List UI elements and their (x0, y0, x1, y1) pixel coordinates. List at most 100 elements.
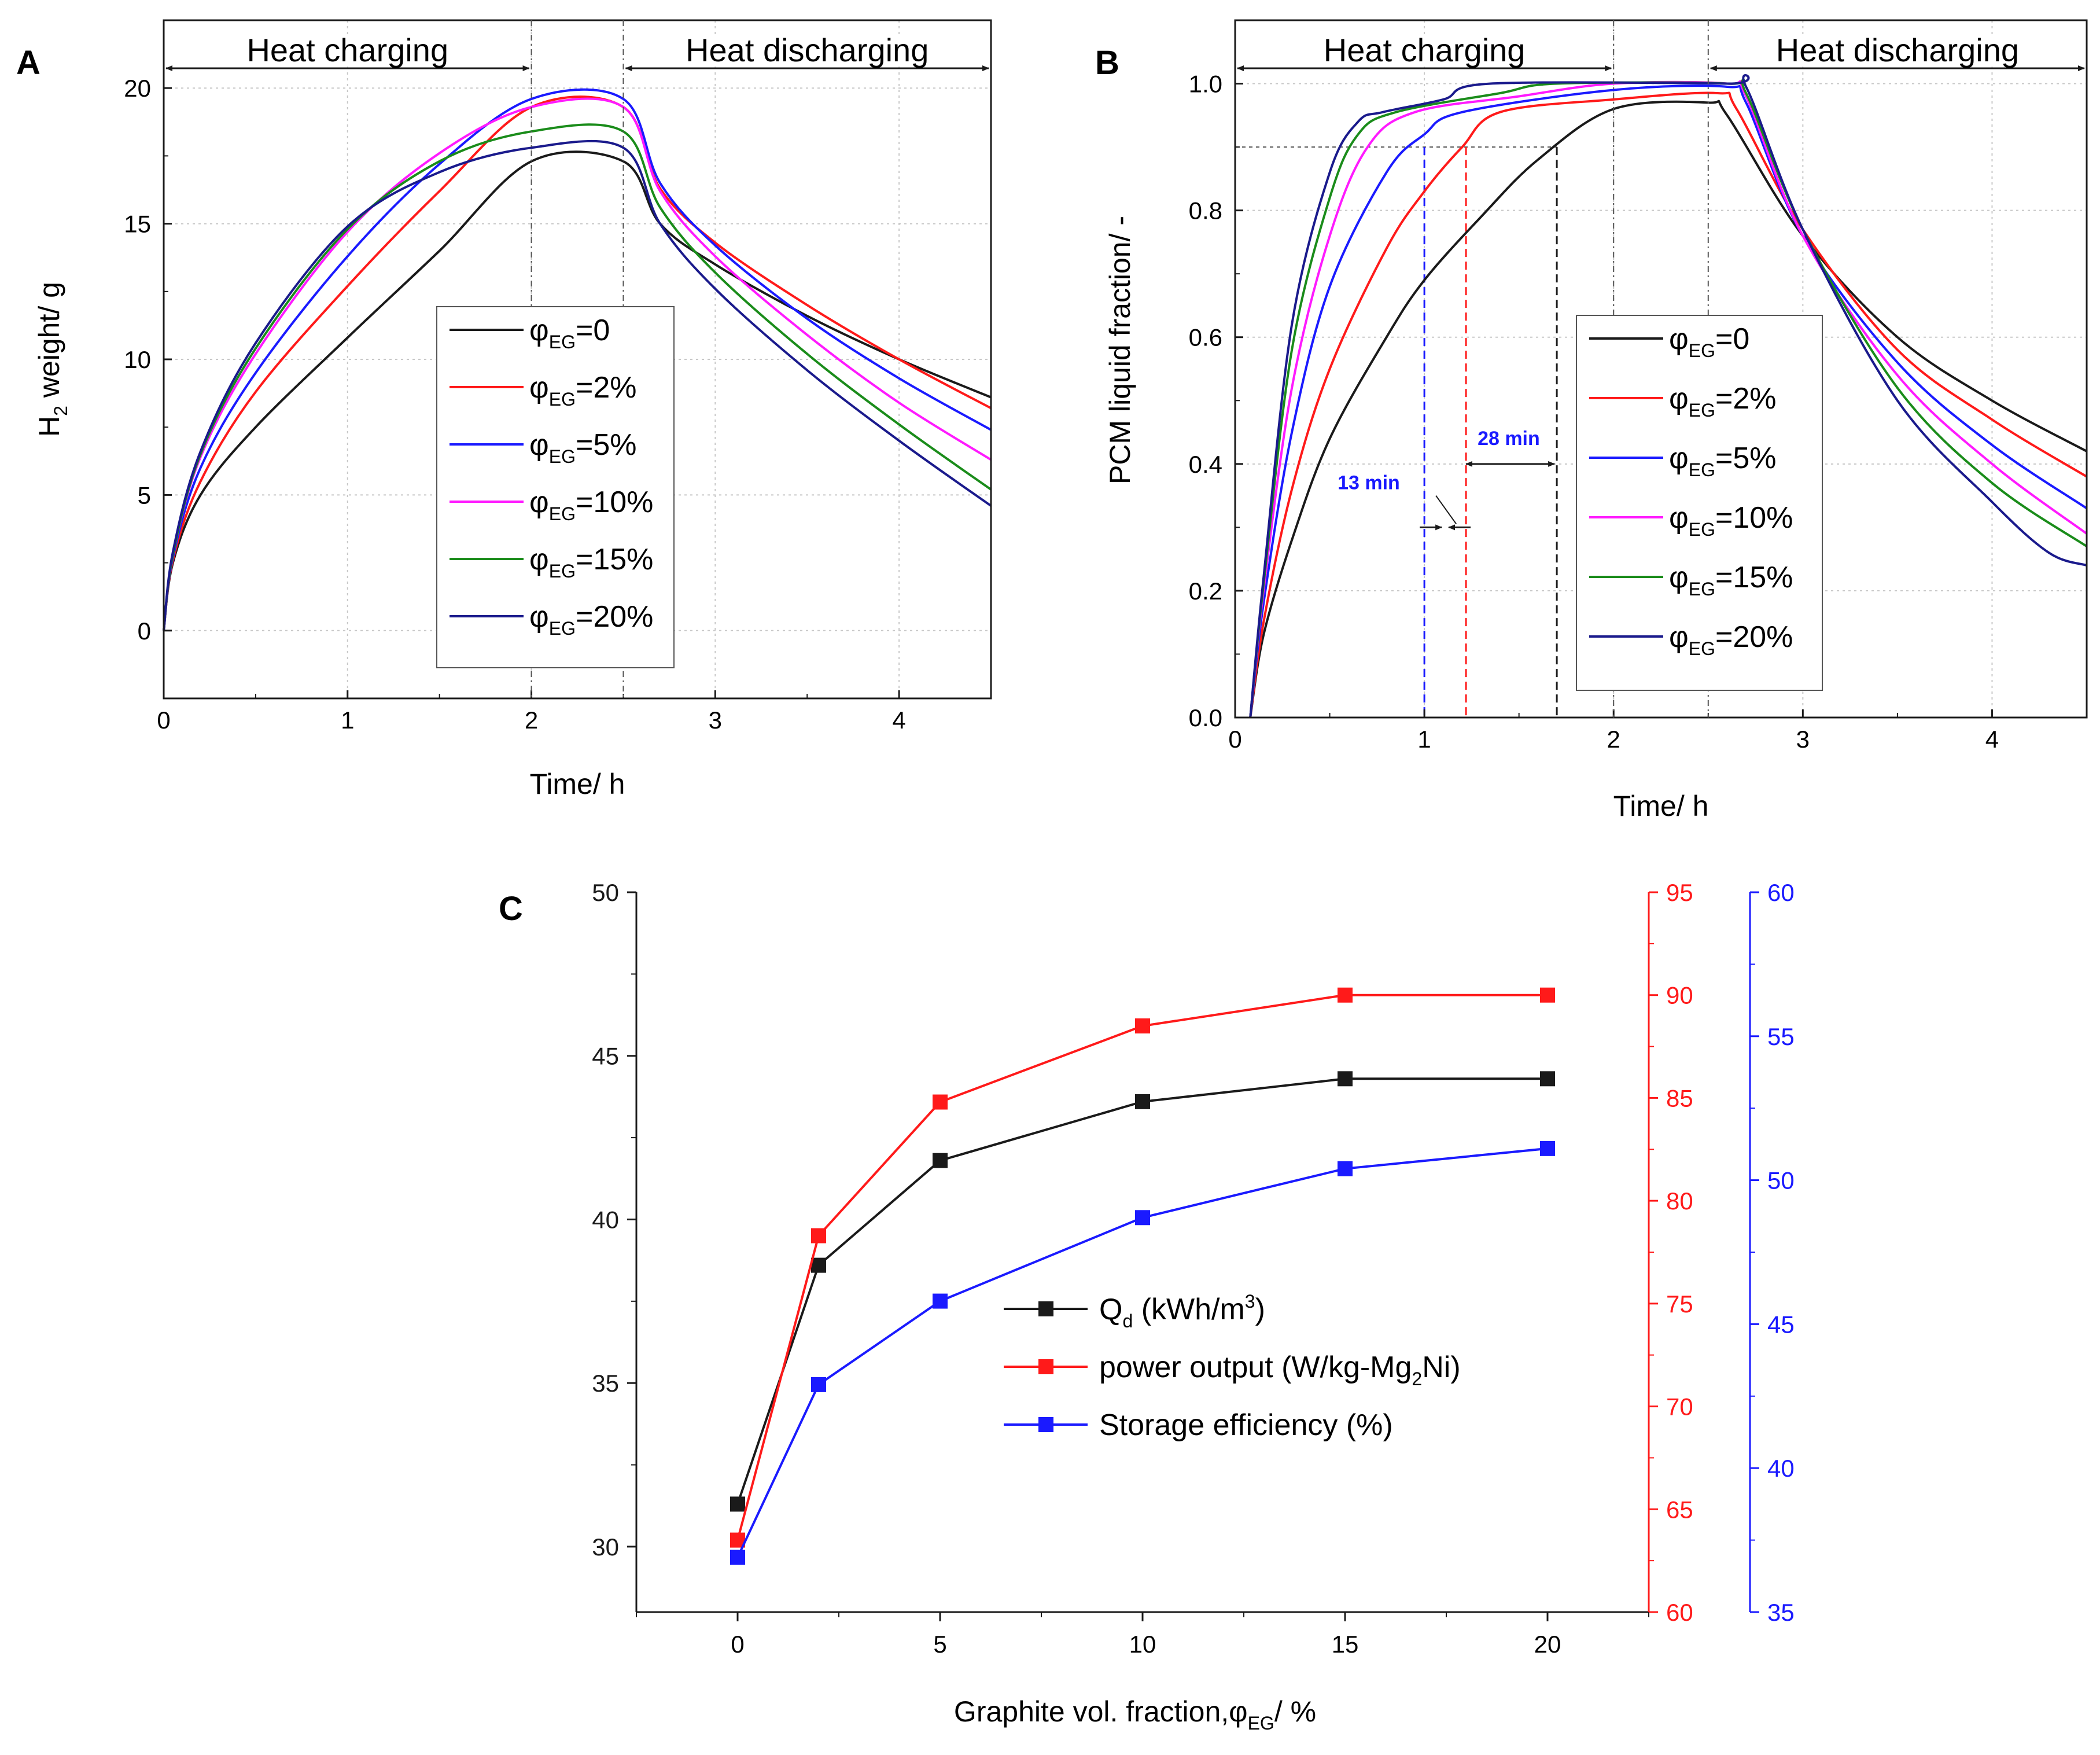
panel-b-x-tick-label: 4 (1985, 726, 1999, 753)
panel-c-y-tick-label: 35 (592, 1370, 619, 1397)
panel-c-marker-1 (933, 1094, 948, 1110)
panel-c-marker-1 (811, 1228, 826, 1243)
panel-b-plot-frame (1234, 19, 2088, 719)
panel-label-a: A (16, 44, 40, 82)
panel-c-series-line-1 (736, 994, 1548, 1541)
panel-a-x-tick-label: 1 (341, 707, 354, 734)
panel-c-y-tick-label: 80 (1666, 1187, 1693, 1215)
panel-b-ticks: 0 1 2 3 4 0.0 0.2 0.4 0.6 0.8 1.0 (1189, 20, 1999, 753)
panel-c-marker-2 (811, 1377, 826, 1392)
panel-c-marker-1 (1338, 987, 1353, 1003)
panel-a-series (163, 88, 992, 631)
panel-b-legend-label: φEG=10% (1669, 501, 1793, 540)
panel-a-series-line-3 (163, 97, 992, 631)
panel-b-series-line-5 (1249, 74, 2087, 718)
panel-b-legend-label: φEG=15% (1669, 561, 1793, 599)
panel-a-chart: 0 1 2 3 4 0 5 10 15 20 Heat charging Heat discharg… (33, 19, 992, 800)
panel-b-x-tick-label: 1 (1417, 726, 1431, 753)
panel-a-legend-label: φEG=20% (529, 600, 653, 639)
panel-c-y-tick-label: 65 (1666, 1496, 1693, 1523)
panel-c-marker-0 (933, 1153, 948, 1168)
panel-c-legend-swatch-marker (1038, 1301, 1053, 1316)
panel-c-y-tick-label: 75 (1666, 1290, 1693, 1318)
panel-label-c: C (499, 890, 523, 928)
panel-a-charging-label: Heat charging (246, 32, 448, 68)
panel-a-series-line-2 (163, 88, 992, 631)
panel-b-series-line-3 (1249, 80, 2088, 718)
panel-b-series-line-4 (1249, 78, 2088, 718)
panel-b-y-tick-label: 0.8 (1189, 197, 1222, 225)
panel-c-marker-2 (933, 1293, 948, 1309)
panel-c-series (730, 987, 1555, 1565)
panel-a-regions: Heat charging Heat discharging (165, 20, 989, 698)
panel-b-guides (1235, 146, 1558, 718)
panel-b-x-tick-label: 2 (1607, 726, 1620, 753)
panel-c-y-tick-label: 50 (592, 879, 619, 906)
panel-c-legend-swatch-marker (1038, 1359, 1053, 1374)
panel-b-charging-label: Heat charging (1324, 32, 1526, 68)
panel-b-legend-label: φEG=5% (1669, 441, 1776, 480)
panel-c-marker-2 (730, 1550, 745, 1565)
panel-b-series-line-0 (1249, 100, 2087, 718)
panel-a-x-tick-label: 4 (892, 707, 905, 734)
panel-b-chart: 0 1 2 3 40.00.20.40.60.81.0 Heat charging Hea… (1104, 19, 2088, 822)
panel-a-y-tick-label: 0 (138, 617, 151, 645)
panel-a-legend-label: φEG=2% (529, 371, 636, 410)
panel-c-series-line-0 (736, 1077, 1548, 1505)
panel-c-marker-2 (1135, 1210, 1150, 1226)
panel-a-x-tick-label: 3 (709, 707, 722, 734)
panel-a-legend-label: φEG=15% (529, 543, 653, 582)
panel-b-legend-label: φEG=20% (1669, 620, 1793, 659)
panel-a-x-tick-label: 2 (525, 707, 538, 734)
panel-c-marker-0 (730, 1496, 745, 1512)
panel-a-legend: φEG=0 φEG=2% φEG=5% φEG=10% φEG=15% φEG=20% (436, 306, 675, 668)
panel-c-x-axis-title: Graphite vol. fraction,φEG/ % (954, 1695, 1316, 1734)
panel-a-series-line-5 (163, 139, 992, 631)
panel-c-x-tick-label: 0 (731, 1631, 744, 1658)
panel-c-y-tick-label: 45 (1767, 1311, 1795, 1338)
panel-a-y-tick-label: 20 (124, 75, 151, 102)
panel-c-y-tick-label: 55 (1767, 1023, 1795, 1050)
panel-b-series (1249, 74, 2088, 718)
panel-c-marker-0 (1135, 1094, 1150, 1109)
panel-b-legend-label: φEG=2% (1669, 382, 1776, 421)
panel-c-y-tick-label: 50 (1767, 1167, 1795, 1194)
panel-c-x-tick-label: 10 (1129, 1631, 1156, 1658)
panel-b-annotations: 13 min 28 min (1338, 428, 1556, 531)
panel-c-legend-swatch-marker (1038, 1417, 1053, 1432)
panel-a-y-tick-label: 10 (124, 346, 151, 373)
panel-a-x-axis-title: Time/ h (530, 768, 625, 800)
panel-c-legend: Qd (kWh/m3) power output (W/kg-Mg2Ni) Stor… (1004, 1291, 1461, 1442)
panel-c-marker-1 (1540, 987, 1555, 1003)
panel-b-28min-label: 28 min (1478, 428, 1540, 450)
panel-c-y-tick-label: 30 (592, 1533, 619, 1561)
panel-b-13min-label: 13 min (1338, 472, 1400, 494)
panel-b-y-tick-label: 1.0 (1189, 71, 1222, 98)
panel-c-marker-0 (1338, 1071, 1353, 1087)
panel-b-y-tick-label: 0.0 (1189, 704, 1222, 731)
panel-c-y-tick-label: 40 (592, 1206, 619, 1233)
panel-a-ticks: 0 1 2 3 4 0 5 10 15 20 (124, 20, 906, 734)
panel-b-legend-label: φEG=0 (1669, 322, 1749, 361)
panel-c-legend-label: Qd (kWh/m3) (1099, 1291, 1265, 1331)
panel-a-legend-label: φEG=10% (529, 485, 653, 524)
panel-b-legend-box (1576, 315, 1823, 691)
panel-c-y-tick-label: 35 (1767, 1599, 1795, 1626)
panel-b-y-axis-title: PCM liquid fraction/ - (1104, 216, 1136, 484)
panel-c-x-tick-label: 20 (1534, 1631, 1561, 1658)
panel-a-legend-box (436, 306, 675, 668)
panel-c-y-tick-label: 60 (1666, 1599, 1693, 1626)
panel-a-charging-label-bg (234, 37, 460, 66)
panel-a-y-tick-label: 15 (124, 211, 151, 238)
panel-b-regions: Heat charging Heat discharging (1237, 20, 2085, 718)
panel-a-discharging-label: Heat discharging (686, 32, 929, 68)
panel-b-series-line-1 (1249, 91, 2088, 718)
panel-c-y-tick-label: 85 (1666, 1084, 1693, 1112)
panel-b-x-tick-label: 0 (1228, 726, 1241, 753)
panel-c-y-tick-label: 45 (592, 1043, 619, 1070)
panel-c-y-tick-label: 95 (1666, 879, 1693, 906)
panel-a-series-line-0 (163, 150, 992, 631)
panel-c-marker-0 (1540, 1071, 1555, 1087)
panel-c-marker-2 (1338, 1161, 1353, 1176)
